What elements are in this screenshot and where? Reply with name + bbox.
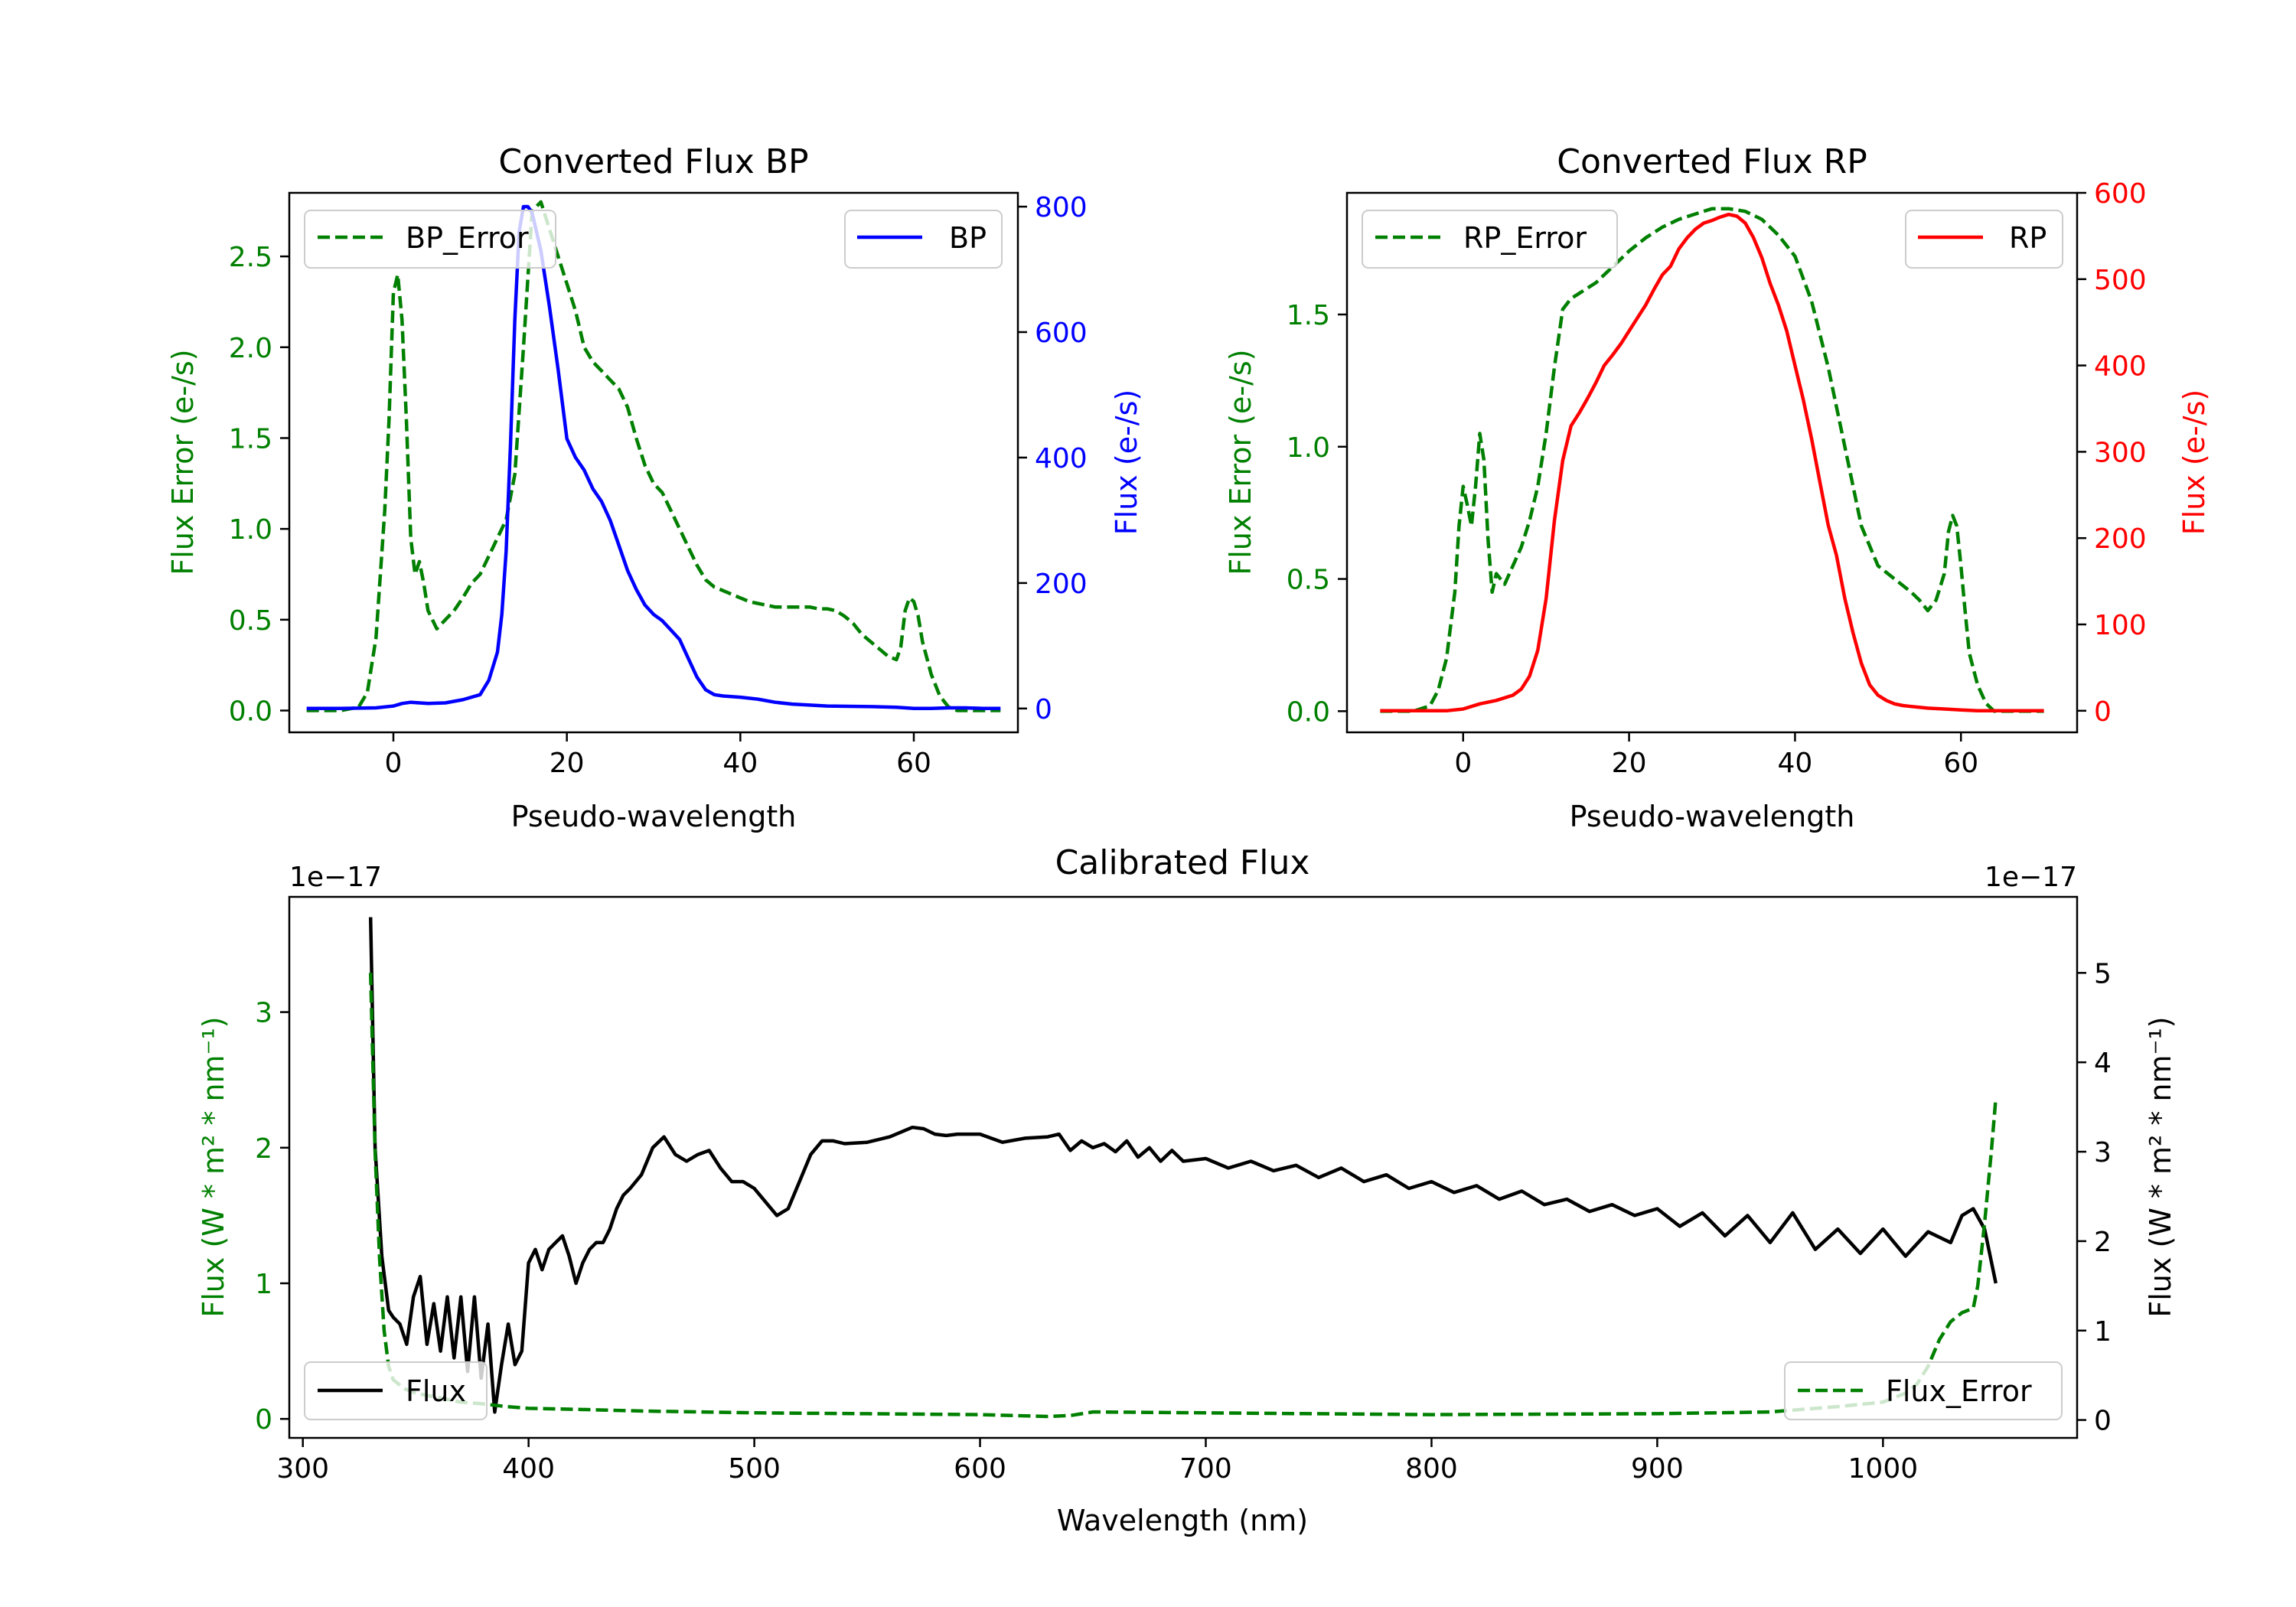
y-axis-offset-right: 1e−17 — [1985, 862, 2077, 893]
legend-right: Flux_Error — [1784, 1361, 2063, 1420]
y-tick-label-right: 200 — [1035, 569, 1088, 600]
y-tick-label-right: 200 — [2094, 523, 2147, 555]
x-tick-label: 900 — [1631, 1453, 1684, 1485]
y-tick-label-left: 1.5 — [229, 423, 272, 455]
y-axis-label-left: Flux (W * m² * nm⁻¹) — [197, 1016, 230, 1317]
x-axis-label: Wavelength (nm) — [1057, 1504, 1308, 1537]
plot-frame — [288, 895, 2079, 1439]
x-tick-label: 800 — [1405, 1453, 1458, 1485]
y-tick-label-right: 100 — [2094, 610, 2147, 641]
legend-left: Flux — [304, 1361, 488, 1420]
y-tick-label-right: 800 — [1035, 192, 1088, 223]
y-tick-label-right: 0 — [2094, 696, 2112, 728]
x-tick-label: 60 — [1943, 748, 1978, 779]
plot-frame — [1345, 191, 2079, 734]
y-tick-label-right: 0 — [2094, 1406, 2112, 1437]
y-tick-label-left: 2.0 — [229, 333, 272, 364]
x-tick-label: 60 — [896, 748, 931, 779]
legend-left: RP_Error — [1362, 210, 1618, 269]
y-tick-label-right: 1 — [2094, 1316, 2112, 1348]
legend-label-bp-error: BP_Error — [406, 221, 529, 255]
chart-converted-flux-bp: Converted Flux BP 0 20 40 60 0.0 0.5 1.0 1.5 2.0… — [166, 142, 1143, 833]
series-line-rp-error — [1380, 207, 2044, 713]
chart-title: Converted Flux RP — [1557, 142, 1867, 181]
y-axis-label-left: Flux Error (e-/s) — [1224, 349, 1257, 575]
y-tick-label-left: 1.5 — [1287, 300, 1330, 331]
y-tick-label-right: 3 — [2094, 1137, 2112, 1169]
y-tick-label-left: 2 — [255, 1133, 272, 1165]
legend-label-flux-error: Flux_Error — [1886, 1374, 2032, 1408]
x-tick-label: 400 — [502, 1453, 555, 1485]
y-axis-label-left: Flux Error (e-/s) — [166, 349, 200, 575]
y-axis-offset-left: 1e−17 — [289, 862, 382, 893]
x-tick-label: 40 — [722, 748, 758, 779]
y-axis-label-right: Flux (e-/s) — [1110, 390, 1143, 535]
x-axis-label: Pseudo-wavelength — [511, 800, 797, 833]
y-axis-label-right: Flux (W * m² * nm⁻¹) — [2144, 1016, 2177, 1317]
y-tick-label-right: 300 — [2094, 437, 2147, 468]
series-line-rp — [1380, 212, 2044, 713]
y-tick-label-left: 0.5 — [1287, 565, 1330, 596]
legend-right: RP — [1905, 210, 2063, 269]
legend-label-rp-error: RP_Error — [1463, 221, 1587, 255]
y-tick-label-left: 3 — [255, 998, 272, 1029]
chart-title: Calibrated Flux — [1055, 843, 1310, 882]
x-axis-label: Pseudo-wavelength — [1570, 800, 1855, 833]
y-tick-label-left: 2.5 — [229, 242, 272, 273]
y-tick-label-right: 5 — [2094, 958, 2112, 989]
plot-frame — [288, 191, 1019, 734]
y-axis-label-right: Flux (e-/s) — [2177, 390, 2211, 535]
x-tick-label: 600 — [954, 1453, 1006, 1485]
series-line-flux — [368, 917, 1998, 1414]
y-tick-label-left: 0.0 — [229, 696, 272, 728]
series-line-bp — [306, 204, 1001, 711]
legend-label-rp: RP — [2009, 221, 2047, 255]
x-tick-label: 700 — [1179, 1453, 1232, 1485]
x-tick-label: 1000 — [1848, 1453, 1919, 1485]
x-tick-label: 300 — [276, 1453, 329, 1485]
y-tick-label-left: 0 — [255, 1404, 272, 1436]
x-tick-label: 0 — [385, 748, 403, 779]
legend-left: BP_Error — [304, 210, 556, 269]
y-tick-label-right: 600 — [2094, 178, 2147, 210]
chart-calibrated-flux: Calibrated Flux 1e−17 1e−17 300 400 500 600… — [197, 843, 2177, 1537]
x-tick-label: 0 — [1454, 748, 1472, 779]
y-tick-label-right: 4 — [2094, 1048, 2112, 1079]
x-tick-label: 20 — [550, 748, 585, 779]
legend-right: BP — [844, 210, 1003, 269]
y-tick-label-right: 0 — [1035, 694, 1052, 725]
legend-label-bp: BP — [949, 221, 987, 255]
legend-label-flux: Flux — [406, 1374, 466, 1408]
y-tick-label-left: 1.0 — [229, 514, 272, 546]
x-tick-label: 500 — [728, 1453, 781, 1485]
chart-title: Converted Flux BP — [498, 142, 808, 181]
y-tick-label-right: 400 — [1035, 443, 1088, 474]
series-line-bp-error — [306, 200, 1001, 712]
x-tick-label: 40 — [1778, 748, 1813, 779]
y-tick-label-left: 1 — [255, 1269, 272, 1300]
y-tick-label-right: 2 — [2094, 1227, 2112, 1258]
x-tick-label: 20 — [1612, 748, 1647, 779]
y-tick-label-left: 0.0 — [1287, 696, 1330, 728]
y-tick-label-right: 600 — [1035, 318, 1088, 349]
y-tick-label-left: 0.5 — [229, 605, 272, 637]
y-tick-label-left: 1.0 — [1287, 432, 1330, 464]
chart-converted-flux-rp: Converted Flux RP 0 20 40 60 0.0 0.5 1.0 1.5 0 10… — [1224, 142, 2211, 833]
y-tick-label-right: 400 — [2094, 351, 2147, 383]
y-tick-label-right: 500 — [2094, 265, 2147, 296]
